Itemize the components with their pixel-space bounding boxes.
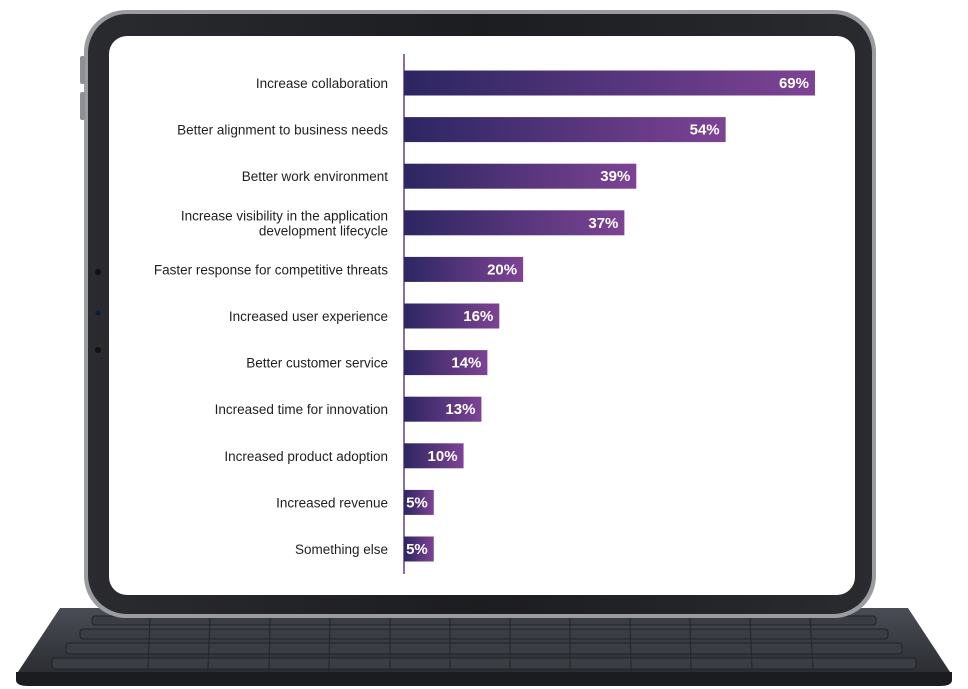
data-label: 5%	[406, 494, 428, 511]
category-label: Increase visibility in the application de…	[181, 208, 388, 238]
bar	[404, 350, 488, 376]
bar	[404, 70, 815, 96]
sensor-dot	[95, 269, 101, 275]
category-label: Increase collaboration	[256, 76, 388, 91]
bar	[404, 210, 625, 236]
data-label: 20%	[487, 261, 517, 278]
bar	[404, 536, 434, 562]
data-label: 14%	[451, 355, 481, 372]
category-label: Better work environment	[242, 169, 389, 184]
sensor-dot	[95, 347, 101, 353]
bar	[404, 117, 726, 143]
horizontal-bar-chart: 69% Increase collaboration 54% Better align…	[154, 54, 815, 574]
data-label: 39%	[600, 168, 630, 185]
category-label: Better customer service	[246, 356, 388, 371]
category-label: Increased product adoption	[224, 449, 388, 464]
side-button	[80, 56, 85, 84]
side-button	[80, 92, 85, 120]
data-label: 69%	[779, 75, 809, 92]
data-label: 54%	[690, 122, 720, 139]
data-label: 13%	[445, 401, 475, 418]
category-label: Increased time for innovation	[215, 402, 388, 417]
data-label: 10%	[428, 448, 458, 465]
keyboard	[16, 608, 952, 686]
bar	[404, 396, 482, 422]
category-label: Increased user experience	[229, 309, 388, 324]
data-label: 5%	[406, 541, 428, 558]
data-label: 16%	[463, 308, 493, 325]
bar	[404, 303, 500, 329]
bar	[404, 443, 464, 469]
camera-dot	[95, 310, 101, 316]
data-label: 37%	[588, 215, 618, 232]
category-label: Something else	[295, 542, 388, 557]
bar	[404, 256, 524, 282]
tablet-screen: 69% Increase collaboration 54% Better align…	[109, 36, 855, 595]
bar	[404, 163, 637, 189]
category-label: Better alignment to business needs	[177, 123, 388, 138]
category-label: Faster response for competitive threats	[154, 262, 388, 277]
category-label: Increased revenue	[276, 495, 388, 510]
bar	[404, 489, 434, 515]
